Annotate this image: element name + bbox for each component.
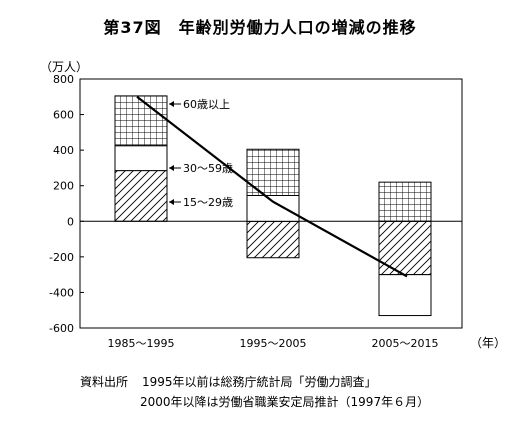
plot-frame xyxy=(79,78,463,329)
source-text-1: 1995年以前は総務庁統計局「労働力調査」 xyxy=(142,375,377,389)
x-tick-label: 1985～1995 xyxy=(108,337,175,350)
bar-segment xyxy=(378,274,432,317)
legend-label: 15～29歳 xyxy=(183,196,233,209)
y-axis-unit-label: （万人） xyxy=(40,60,89,74)
y-tick-label: -200 xyxy=(49,251,74,264)
legend-arrow-icon xyxy=(169,199,174,205)
legend-arrow-icon xyxy=(169,101,174,107)
bar-segment xyxy=(246,194,300,222)
legend-label: 30～59歳 xyxy=(183,162,233,175)
y-tick-label: 800 xyxy=(53,73,74,86)
source-line-1: 資料出所 1995年以前は総務庁統計局「労働力調査」 xyxy=(80,373,377,390)
total-change-line xyxy=(136,95,408,278)
y-tick-label: 600 xyxy=(53,109,74,122)
y-tick-label: 0 xyxy=(67,215,74,228)
bar-segment xyxy=(114,145,168,172)
bar-segment xyxy=(114,95,168,147)
legend-arrow-icon xyxy=(169,165,174,171)
x-tick-label: 2005～2015 xyxy=(372,337,439,350)
bar-segment xyxy=(114,170,168,222)
bar-segment xyxy=(246,220,300,259)
y-tick-label: 400 xyxy=(53,144,74,157)
y-tick-label: -400 xyxy=(49,286,74,299)
x-tick-label: 1995～2005 xyxy=(240,337,307,350)
x-axis-unit-label: （年） xyxy=(470,336,507,350)
chart-title: 第37図 年齢別労働力人口の増減の推移 xyxy=(103,18,417,37)
y-tick-label: 200 xyxy=(53,180,74,193)
source-line-2: 2000年以降は労働省職業安定局推計（1997年６月） xyxy=(140,395,430,409)
source-label: 資料出所 xyxy=(80,375,129,389)
bar-segment xyxy=(378,220,432,276)
y-tick-label: -600 xyxy=(49,322,74,335)
bar-segment xyxy=(378,181,432,222)
legend-label: 60歳以上 xyxy=(183,98,230,111)
